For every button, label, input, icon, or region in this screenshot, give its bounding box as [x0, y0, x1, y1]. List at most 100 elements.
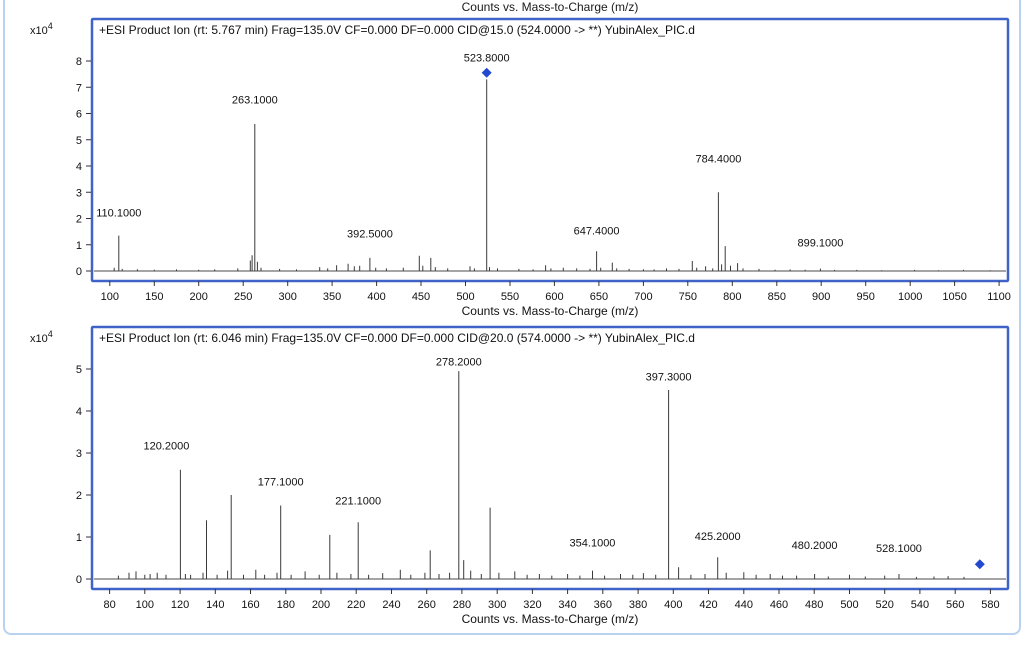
x-axis-title: Counts vs. Mass-to-Charge (m/z)	[462, 304, 639, 318]
peak-label: 110.1000	[96, 207, 141, 219]
x-axis-title: Counts vs. Mass-to-Charge (m/z)	[462, 612, 639, 626]
svg-text:950: 950	[857, 291, 875, 303]
svg-text:540: 540	[911, 599, 929, 611]
x-axis-ticks: 100 150 200 250 300 350 400 450 500 550 600 650 700 7…	[101, 281, 1011, 303]
peak-label: 425.2000	[695, 531, 741, 543]
peak-label: 263.1000	[232, 94, 278, 106]
peak-label: 354.1000	[570, 537, 616, 549]
peak-label: 523.8000	[464, 52, 510, 64]
peak-label: 221.1000	[335, 495, 381, 507]
svg-text:160: 160	[241, 599, 259, 611]
svg-text:560: 560	[946, 599, 964, 611]
svg-text:200: 200	[190, 291, 208, 303]
svg-text:1100: 1100	[987, 291, 1011, 303]
svg-text:5: 5	[76, 364, 82, 376]
plot-area[interactable]	[90, 17, 1010, 283]
spectrum-header: +ESI Product Ion (rt: 5.767 min) Frag=13…	[99, 23, 695, 37]
svg-text:100: 100	[101, 291, 119, 303]
y-scale-label: x104	[30, 329, 53, 345]
svg-text:750: 750	[679, 291, 697, 303]
svg-text:900: 900	[812, 291, 830, 303]
peak-label: 899.1000	[797, 237, 843, 249]
svg-text:400: 400	[664, 599, 682, 611]
svg-text:450: 450	[412, 291, 430, 303]
svg-text:520: 520	[876, 599, 894, 611]
svg-text:8: 8	[76, 56, 82, 68]
peak-label: 480.2000	[792, 540, 838, 552]
svg-text:6: 6	[76, 109, 82, 121]
peak-label: 177.1000	[258, 476, 304, 488]
precursor-ion-marker	[974, 559, 985, 570]
svg-text:100: 100	[136, 599, 154, 611]
svg-text:380: 380	[629, 599, 647, 611]
y-scale-label: x104	[30, 21, 53, 37]
svg-text:0: 0	[76, 266, 82, 278]
svg-text:320: 320	[523, 599, 541, 611]
svg-text:150: 150	[145, 291, 163, 303]
peak-label: 397.3000	[646, 371, 692, 383]
svg-text:80: 80	[103, 599, 115, 611]
top-axis-title-partial: Counts vs. Mass-to-Charge (m/z)	[461, 0, 639, 14]
svg-text:2: 2	[76, 490, 82, 502]
svg-text:700: 700	[634, 291, 652, 303]
svg-text:4: 4	[76, 161, 82, 173]
svg-text:800: 800	[723, 291, 741, 303]
svg-text:1: 1	[76, 240, 82, 252]
peak-label: 647.4000	[574, 226, 620, 238]
svg-text:3: 3	[76, 187, 82, 199]
svg-text:1000: 1000	[898, 291, 922, 303]
svg-text:850: 850	[768, 291, 786, 303]
svg-text:140: 140	[206, 599, 224, 611]
peak-label: 120.2000	[143, 441, 189, 453]
peak-label: 278.2000	[436, 357, 482, 369]
svg-text:3: 3	[76, 448, 82, 460]
svg-text:5: 5	[76, 135, 82, 147]
svg-text:300: 300	[279, 291, 297, 303]
y-axis-ticks: 0 1 2 3 4 5	[76, 364, 91, 586]
peak-label: 784.4000	[695, 153, 741, 165]
spectrum-panel-1[interactable]: +ESI Product Ion (rt: 5.767 min) Frag=13…	[0, 17, 1024, 319]
svg-text:360: 360	[594, 599, 612, 611]
peak-labels: 120.2000 177.1000 221.1000 278.2000 354.1000…	[143, 357, 921, 555]
plot-area[interactable]	[90, 325, 1010, 591]
spectrum-panel-2[interactable]: +ESI Product Ion (rt: 6.046 min) Frag=13…	[0, 325, 1024, 627]
svg-text:460: 460	[770, 599, 788, 611]
svg-text:340: 340	[558, 599, 576, 611]
svg-text:420: 420	[699, 599, 717, 611]
svg-text:0: 0	[76, 574, 82, 586]
svg-text:7: 7	[76, 82, 82, 94]
y-axis-ticks: 0 1 2 3 4 5 6 7 8	[76, 56, 91, 278]
svg-text:4: 4	[76, 406, 82, 418]
svg-text:580: 580	[981, 599, 999, 611]
svg-text:1: 1	[76, 532, 82, 544]
svg-text:1050: 1050	[942, 291, 966, 303]
svg-text:400: 400	[367, 291, 385, 303]
svg-text:120: 120	[171, 599, 189, 611]
peak-lines	[113, 79, 991, 271]
peak-label: 528.1000	[876, 543, 922, 555]
svg-text:500: 500	[456, 291, 474, 303]
svg-text:2: 2	[76, 214, 82, 226]
peak-labels: 110.1000 263.1000 392.5000 523.8000 647.4000…	[96, 52, 843, 249]
svg-text:300: 300	[488, 599, 506, 611]
svg-text:200: 200	[312, 599, 330, 611]
svg-text:220: 220	[347, 599, 365, 611]
svg-text:550: 550	[501, 291, 519, 303]
svg-text:480: 480	[805, 599, 823, 611]
svg-text:600: 600	[545, 291, 563, 303]
svg-text:440: 440	[735, 599, 753, 611]
svg-text:250: 250	[234, 291, 252, 303]
x-axis-ticks: 80 100 120 140 160 180 200 220 240 260 280 300 320 34…	[103, 589, 1000, 611]
svg-text:240: 240	[382, 599, 400, 611]
peak-label: 392.5000	[347, 228, 393, 240]
peak-lines	[117, 371, 965, 579]
svg-text:500: 500	[840, 599, 858, 611]
spectrum-header: +ESI Product Ion (rt: 6.046 min) Frag=13…	[99, 331, 695, 345]
svg-text:650: 650	[590, 291, 608, 303]
precursor-ion-marker	[481, 67, 492, 78]
svg-text:280: 280	[453, 599, 471, 611]
svg-text:180: 180	[277, 599, 295, 611]
svg-text:350: 350	[323, 291, 341, 303]
svg-text:260: 260	[418, 599, 436, 611]
